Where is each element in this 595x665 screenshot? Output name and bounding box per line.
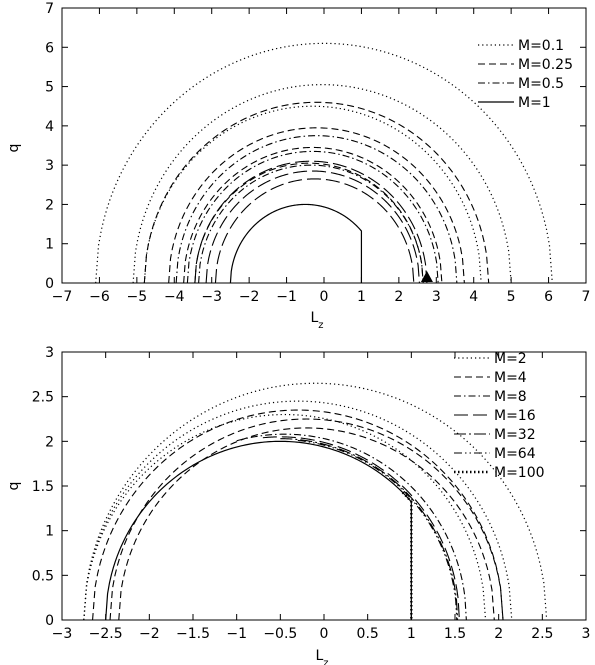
- x-tick-label: −5: [127, 289, 148, 305]
- series-curve-3: [143, 105, 482, 284]
- series-curve-10: [297, 439, 458, 621]
- x-tick-label: −3: [52, 626, 73, 642]
- y-tick-label: 3: [45, 158, 54, 174]
- y-tick-label: 1: [45, 237, 54, 253]
- legend-entry-label: M=8: [494, 389, 527, 405]
- y-tick-label: 1: [45, 524, 54, 540]
- series-curve-4: [92, 409, 504, 621]
- legend-entry-label: M=0.25: [518, 57, 573, 73]
- legend-entry-label: M=4: [494, 370, 527, 386]
- x-tick-label: −6: [89, 289, 110, 305]
- x-tick-label: 2.5: [531, 626, 553, 642]
- series-curve-9: [280, 438, 459, 621]
- x-tick-label: −2.5: [89, 626, 123, 642]
- legend-entry-label: M=0.1: [518, 38, 564, 54]
- series-curve-3: [83, 413, 487, 621]
- x-tick-label: −4: [164, 289, 185, 305]
- y-tick-label: 2: [45, 434, 54, 450]
- series-curve-11: [401, 491, 413, 620]
- x-tick-label: 1: [357, 289, 366, 305]
- series-curve-5: [109, 418, 504, 621]
- legend-entry-label: M=100: [494, 465, 545, 481]
- series-curve-13: [214, 178, 415, 284]
- series-curve-4: [143, 101, 490, 284]
- y-tick-label: 7: [45, 1, 54, 17]
- tick-labels-bottom: −3 −2.5 −2 −1.5 −1 −0.5 0 0.5 1 1.5 2 2.5 3 0 0.5 1 1.5 2…: [32, 345, 591, 642]
- x-tick-label: 1.5: [444, 626, 466, 642]
- x-tick-label: −7: [52, 289, 73, 305]
- series-curve-8: [175, 135, 458, 284]
- legend-entry-label: M=1: [518, 95, 551, 111]
- x-tick-label: 2: [394, 289, 403, 305]
- x-tick-label: −0.5: [263, 626, 297, 642]
- x-tick-label: 3: [432, 289, 441, 305]
- legend-entry-label: M=16: [494, 408, 536, 424]
- legend-entry-label: M=2: [494, 351, 527, 367]
- series-curve-10: [198, 164, 424, 284]
- x-tick-label: −3: [201, 289, 222, 305]
- plot-panel-bottom: −3 −2.5 −2 −1.5 −1 −0.5 0 0.5 1 1.5 2 2.5 3 0 0.5 1 1.5 2…: [6, 345, 590, 665]
- axis-ticks-bottom: [61, 351, 587, 621]
- y-axis-label-top: q: [6, 144, 22, 153]
- x-tick-label: 0: [320, 626, 329, 642]
- series-curve-1: [95, 42, 553, 284]
- triangle-marker: [420, 271, 433, 282]
- series-curve-12: [205, 170, 420, 284]
- x-tick-label: −2: [239, 289, 260, 305]
- y-tick-label: 0.5: [32, 568, 54, 584]
- legend-top: M=0.1 M=0.25 M=0.5 M=1: [478, 38, 573, 111]
- series-curve-6: [183, 146, 443, 284]
- x-axis-label-top: Lz: [310, 310, 323, 331]
- triangle-marker-icon: [420, 271, 433, 282]
- series-curve-11: [194, 160, 428, 284]
- y-tick-label: 6: [45, 40, 54, 56]
- y-tick-label: 2.5: [32, 390, 54, 406]
- legend-entry-label: M=32: [494, 427, 536, 443]
- x-tick-label: 6: [544, 289, 553, 305]
- y-axis-label-bottom: q: [6, 482, 22, 491]
- x-tick-label: −1: [226, 626, 247, 642]
- x-axis-label-bottom: Lz: [315, 648, 328, 665]
- series-curve-14: [229, 203, 363, 284]
- x-tick-label: 5: [507, 289, 516, 305]
- y-tick-label: 2: [45, 197, 54, 213]
- x-tick-label: 7: [582, 289, 591, 305]
- x-tick-label: −1: [276, 289, 297, 305]
- y-tick-label: 0: [45, 276, 54, 292]
- x-tick-label: 3: [582, 626, 591, 642]
- series-curve-6: [118, 427, 495, 621]
- x-tick-label: 0: [320, 289, 329, 305]
- y-tick-label: 3: [45, 345, 54, 361]
- x-tick-label: 0.5: [357, 626, 379, 642]
- series-curve-2: [83, 400, 513, 621]
- x-tick-label: −1.5: [176, 626, 210, 642]
- x-tick-label: 1: [407, 626, 416, 642]
- y-tick-label: 0: [45, 613, 54, 629]
- x-tick-label: 4: [469, 289, 478, 305]
- series-group-top: [95, 42, 553, 284]
- plot-panel-top: −7 −6 −5 −4 −3 −2 −1 0 1 2 3 4 5 6 7 0 1 2 3 4 5 6 7 q Lz M=0.…: [6, 1, 590, 331]
- axis-ticks-top: [61, 7, 587, 284]
- series-curve-7: [236, 433, 467, 621]
- series-curve-12: [105, 440, 412, 621]
- series-curve-5: [168, 127, 465, 284]
- series-curve-9: [186, 150, 439, 284]
- x-tick-label: 2: [494, 626, 503, 642]
- series-curve-7: [194, 162, 424, 284]
- tick-labels-top: −7 −6 −5 −4 −3 −2 −1 0 1 2 3 4 5 6 7 0 1 2 3 4 5 6 7: [45, 1, 590, 305]
- y-tick-label: 5: [45, 80, 54, 96]
- y-tick-label: 4: [45, 119, 54, 135]
- legend-bottom: M=2 M=4 M=8 M=16 M=32 M=64 M=100: [454, 351, 545, 481]
- legend-entry-label: M=0.5: [518, 76, 564, 92]
- series-curve-8: [262, 436, 460, 621]
- legend-entry-label: M=64: [494, 446, 536, 462]
- x-tick-label: −2: [139, 626, 160, 642]
- series-group-bottom: [83, 382, 548, 621]
- series-curve-1: [83, 382, 548, 621]
- y-tick-label: 1.5: [32, 479, 54, 495]
